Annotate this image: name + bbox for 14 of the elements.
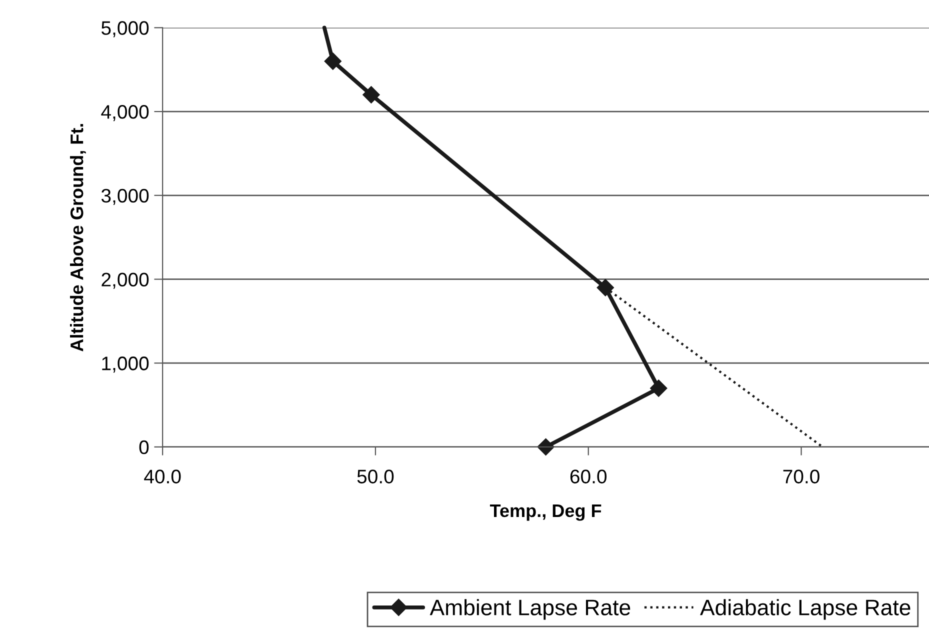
y-tick-label: 2,000 xyxy=(102,272,149,289)
y-tick-label: 4,000 xyxy=(101,105,149,122)
x-tick-label: 40.0 xyxy=(144,470,181,484)
y-tick-label: 0 xyxy=(139,440,149,454)
x-tick-label: 50.0 xyxy=(357,470,394,484)
y-tick-label: 1,000 xyxy=(102,356,149,373)
x-tick-label: 60.0 xyxy=(570,470,607,484)
legend-label: Ambient Lapse Rate xyxy=(430,599,630,620)
x-tick-label: 70.0 xyxy=(783,470,820,484)
y-tick-label: 5,000 xyxy=(102,21,149,38)
y-axis-title: Altitude Above Ground, Ft. xyxy=(70,124,86,352)
x-axis-title: Temp., Deg F xyxy=(490,504,602,521)
y-tick-label: 3,000 xyxy=(101,188,149,205)
legend-label: Adiabatic Lapse Rate xyxy=(700,599,910,620)
